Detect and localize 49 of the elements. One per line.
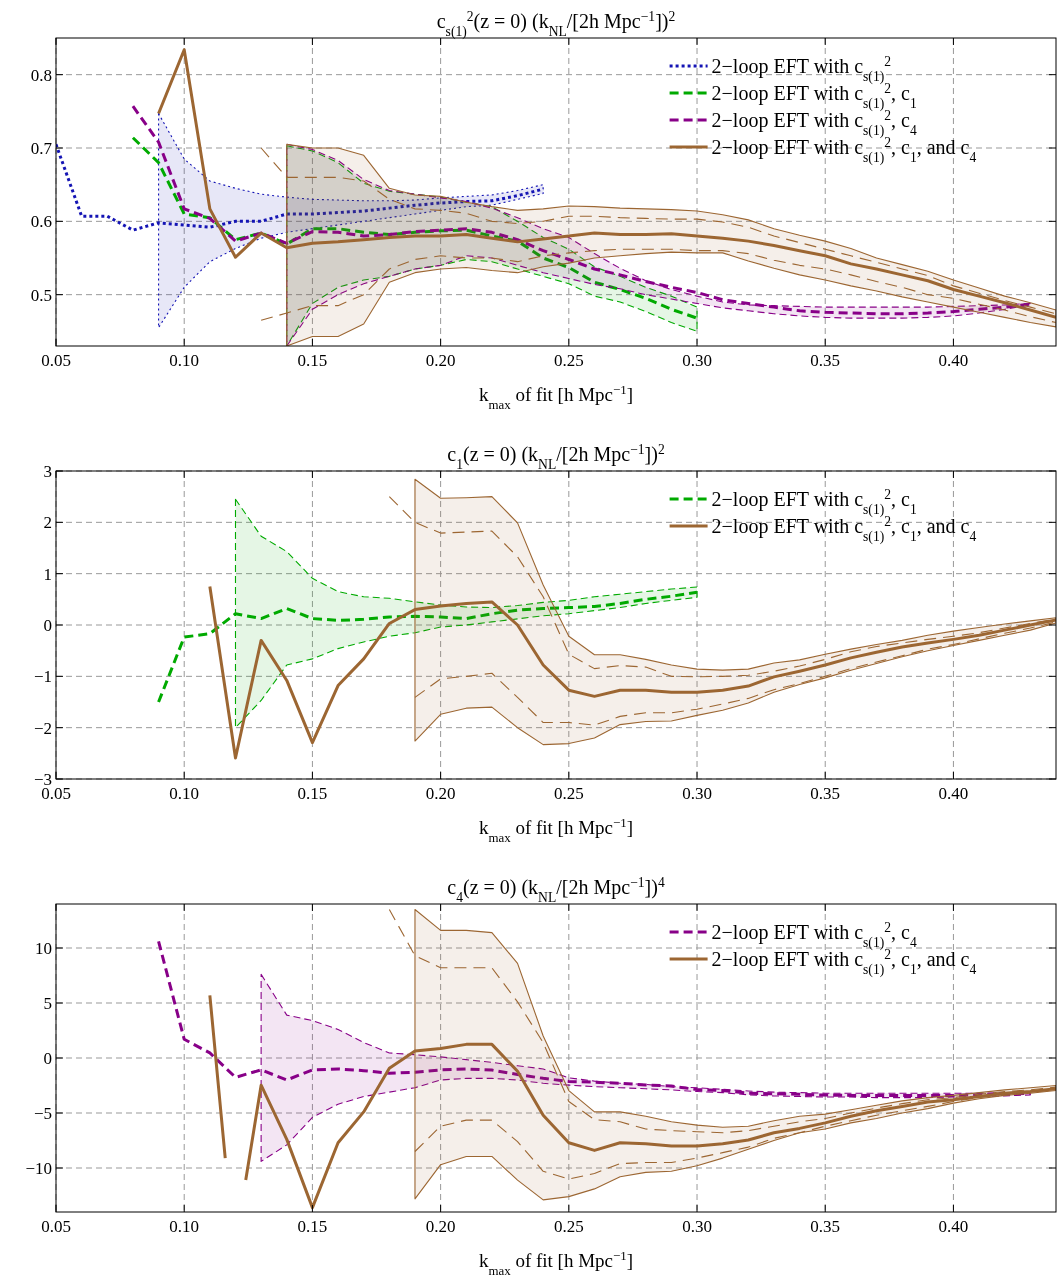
y-tick-label: −2 [33,718,52,738]
y-tick-label: 5 [43,993,52,1013]
x-tick-label: 0.15 [297,351,328,370]
x-tick-label: 0.20 [425,1217,456,1236]
line-series [260,248,1056,324]
line-series [157,48,1056,319]
x-tick-label: 0.35 [810,1217,841,1236]
line-series [157,590,699,704]
x-tick-label: 0.30 [682,351,712,370]
x-tick-label: 0.30 [682,1217,712,1236]
y-tick-label: 0.6 [30,212,52,232]
chart-title: c$_{4}$(z = 0) (k$_{NL}$/[2h Mpc$^{−1}$])$^{4}$ [447,874,665,905]
x-axis-title: k$_{max}$ of fit [h Mpc$^{−1}$] [478,1247,634,1278]
y-tick-label: 0.7 [30,138,53,158]
x-tick-label: 0.30 [682,784,712,803]
x-tick-label: 0.15 [297,784,328,803]
line-series [131,136,699,320]
x-tick-label: 0.20 [425,351,456,370]
x-tick-label: 0.10 [169,351,200,370]
y-tick-label: 3 [43,461,52,481]
x-tick-label: 0.05 [41,351,71,370]
y-tick-label: 10 [35,938,52,958]
x-tick-label: 0.20 [425,784,456,803]
x-tick-label: 0.15 [297,1217,328,1236]
x-tick-label: 0.40 [938,351,969,370]
x-tick-label: 0.25 [553,351,584,370]
x-tick-label: 0.35 [810,351,841,370]
y-tick-label: 0.8 [30,65,52,85]
x-tick-label: 0.40 [938,1217,969,1236]
y-tick-label: 2 [43,513,52,533]
x-axis-title: k$_{max}$ of fit [h Mpc$^{−1}$] [478,814,634,845]
chart-title: c$_{1}$(z = 0) (k$_{NL}$/[2h Mpc$^{−1}$])$^{2}$ [447,441,665,472]
y-tick-label: −5 [33,1103,52,1123]
y-tick-label: −1 [33,667,52,687]
y-tick-label: 0.5 [30,285,52,305]
line-series [56,142,545,232]
y-tick-label: 0 [43,615,52,635]
chart-title: c$_{s(1)}$$^{2}$(z = 0) (k$_{NL}$/[2h Mpc$^{−1}$])$^{2}$ [436,8,676,39]
x-tick-label: 0.25 [553,1217,584,1236]
x-tick-label: 0.35 [810,784,841,803]
x-tick-label: 0.25 [553,784,584,803]
x-tick-label: 0.10 [169,1217,200,1236]
x-tick-label: 0.10 [169,784,200,803]
y-tick-label: 0 [43,1048,52,1068]
y-tick-label: 1 [43,564,52,584]
x-tick-label: 0.05 [41,1217,71,1236]
x-axis-title: k$_{max}$ of fit [h Mpc$^{−1}$] [478,381,634,412]
x-tick-label: 0.40 [938,784,969,803]
y-tick-label: −10 [25,1158,52,1178]
